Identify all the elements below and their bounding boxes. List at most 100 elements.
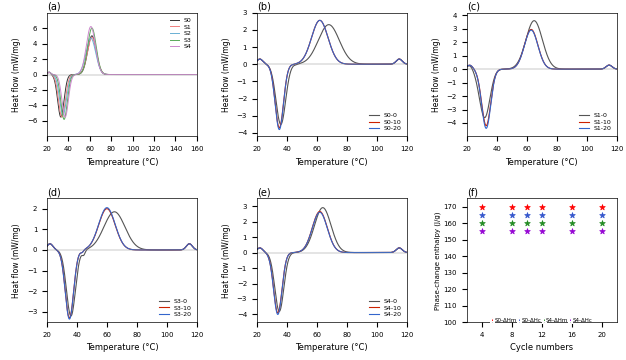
S4 xyxy=(87,24,95,29)
Legend: S0-0, S0-10, S0-20: S0-0, S0-10, S0-20 xyxy=(367,111,404,133)
X-axis label: Temperature (°C): Temperature (°C) xyxy=(505,158,578,167)
S0 xyxy=(174,72,182,77)
S1 xyxy=(101,72,108,76)
S0-20 xyxy=(317,19,325,23)
S1-0 xyxy=(520,44,528,48)
Legend: S1-0, S1-10, S1-20: S1-0, S1-10, S1-20 xyxy=(578,111,613,133)
Text: (b): (b) xyxy=(257,2,270,12)
S1-10 xyxy=(528,27,535,32)
S0-20 xyxy=(275,127,283,132)
Point xyxy=(521,212,531,218)
Legend: S3-0, S3-10, S3-20: S3-0, S3-10, S3-20 xyxy=(158,297,193,319)
Point xyxy=(536,204,546,210)
S3-10 xyxy=(107,211,115,216)
S3-0 xyxy=(190,246,198,250)
S4-20 xyxy=(317,211,325,215)
S1-20 xyxy=(520,44,528,48)
S4-0 xyxy=(317,207,325,211)
Text: (d): (d) xyxy=(47,188,61,198)
S4 xyxy=(60,112,68,117)
S1-20 xyxy=(528,28,535,32)
S0-20 xyxy=(270,91,278,95)
Y-axis label: Heat flow (mW/mg): Heat flow (mW/mg) xyxy=(13,223,21,298)
S0-0 xyxy=(403,62,411,66)
S4-0 xyxy=(253,248,260,252)
S3-10 xyxy=(103,207,111,211)
S4-10 xyxy=(253,248,260,252)
Text: (e): (e) xyxy=(257,188,270,198)
S0-0 xyxy=(400,60,408,65)
Y-axis label: Heat flow (mW/mg): Heat flow (mW/mg) xyxy=(432,37,441,112)
Point xyxy=(536,212,546,218)
S1-0 xyxy=(527,23,535,27)
S4-20 xyxy=(403,250,411,255)
S4-0 xyxy=(275,309,283,314)
Line: S4-10: S4-10 xyxy=(257,212,407,313)
Line: S1: S1 xyxy=(47,37,197,117)
S3-20 xyxy=(66,317,73,321)
Point xyxy=(476,204,486,210)
S4-10 xyxy=(384,250,391,255)
S3 xyxy=(107,72,115,77)
S3-0 xyxy=(69,307,77,312)
S3-0 xyxy=(193,248,200,252)
Line: S3-20: S3-20 xyxy=(47,208,197,319)
S3-10 xyxy=(69,295,77,300)
Point xyxy=(597,212,607,218)
S2 xyxy=(190,72,198,77)
S3 xyxy=(190,72,198,77)
S1-10 xyxy=(489,86,496,91)
S3-20 xyxy=(193,248,200,252)
Line: S3: S3 xyxy=(47,28,197,120)
S0-20 xyxy=(400,60,408,65)
S0 xyxy=(88,34,96,38)
S0-10 xyxy=(384,62,391,66)
Point xyxy=(597,220,607,226)
S0 xyxy=(190,72,198,77)
S0-10 xyxy=(316,18,324,23)
Line: S1-10: S1-10 xyxy=(467,30,617,126)
Point xyxy=(567,212,577,218)
S3-10 xyxy=(190,246,198,250)
Point xyxy=(521,229,531,234)
S4-20 xyxy=(279,280,287,285)
Y-axis label: Heat flow (mW/mg): Heat flow (mW/mg) xyxy=(222,223,231,298)
S3 xyxy=(101,72,108,76)
S4 xyxy=(193,72,200,77)
S4 xyxy=(69,75,77,79)
S0 xyxy=(193,72,200,77)
S4-0 xyxy=(319,206,327,210)
S3-0 xyxy=(107,212,115,216)
S3 xyxy=(193,72,200,77)
Legend: S0-ΔHm, S0-ΔHc, S4-ΔHm, S4-ΔHc: S0-ΔHm, S0-ΔHc, S4-ΔHm, S4-ΔHc xyxy=(489,316,595,325)
S3-20 xyxy=(101,207,108,212)
S3-20 xyxy=(43,244,51,248)
S4-20 xyxy=(270,291,278,295)
Line: S0-10: S0-10 xyxy=(257,21,407,128)
S1-20 xyxy=(594,67,602,71)
S4-20 xyxy=(253,248,260,252)
S4 xyxy=(61,115,69,119)
S3-0 xyxy=(43,244,51,248)
S4-0 xyxy=(384,250,391,255)
S2 xyxy=(69,73,77,77)
S0-10 xyxy=(279,107,287,111)
S3 xyxy=(60,117,68,122)
Point xyxy=(521,204,531,210)
S4-10 xyxy=(316,210,324,214)
S1-0 xyxy=(594,67,602,71)
X-axis label: Tempreature (°C): Tempreature (°C) xyxy=(86,158,158,167)
Legend: S4-0, S4-10, S4-20: S4-0, S4-10, S4-20 xyxy=(367,297,404,319)
Line: S0-0: S0-0 xyxy=(257,24,407,125)
S4-10 xyxy=(310,219,318,223)
S0-0 xyxy=(277,122,285,127)
S3 xyxy=(69,73,77,78)
S3-20 xyxy=(174,248,182,252)
Line: S2: S2 xyxy=(47,38,197,115)
Line: S4-20: S4-20 xyxy=(257,212,407,314)
S1-10 xyxy=(594,67,602,71)
Line: S3-10: S3-10 xyxy=(47,209,197,318)
S3-0 xyxy=(174,248,182,252)
S1-0 xyxy=(530,18,538,23)
S3-0 xyxy=(67,314,74,318)
